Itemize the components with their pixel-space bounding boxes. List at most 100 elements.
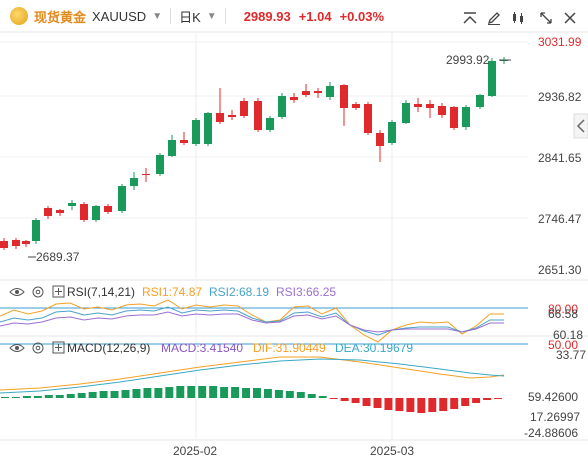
period-chevron-down-icon[interactable]: ▼: [206, 10, 217, 22]
macd-bar: [33, 396, 42, 398]
symbol-code[interactable]: XAUUSD: [92, 8, 147, 24]
macd-bar: [494, 398, 502, 399]
dea-line: [0, 358, 505, 394]
macd-bar: [340, 398, 349, 401]
candle-body: [228, 115, 236, 117]
macd-title: MACD(12,26,9): [67, 341, 150, 355]
rsi-axis-tick: 60.18: [553, 328, 583, 342]
candle-body: [56, 210, 64, 213]
expand-icon[interactable]: [52, 341, 65, 354]
fullscreen-icon[interactable]: [536, 8, 556, 28]
macd-bar: [88, 392, 97, 398]
candle-body: [476, 95, 484, 107]
side-panel-toggle[interactable]: [573, 113, 588, 139]
macd-axis-tick: 17.26997: [530, 410, 580, 424]
candle-body: [488, 61, 496, 96]
settings-icon[interactable]: [32, 342, 44, 354]
candle-body: [180, 140, 188, 143]
macd-bar: [351, 398, 360, 403]
candle-body: [254, 101, 262, 130]
macd-bar: [450, 398, 459, 409]
macd-bar: [1, 397, 9, 398]
macd-bar: [110, 391, 119, 398]
macd-bar: [428, 398, 437, 412]
dea-value: DEA:30.19679: [335, 341, 413, 355]
minimize-icon[interactable]: [460, 8, 480, 28]
macd-bar: [11, 397, 20, 398]
macd-bar: [274, 390, 283, 398]
divider: [224, 8, 226, 24]
symbol-name[interactable]: 现货黄金: [34, 9, 87, 25]
period-selector[interactable]: 日K: [179, 9, 201, 25]
price-axis-tick: 3031.99: [538, 35, 582, 49]
high-price-label: 2993.92: [446, 53, 490, 67]
macd-bar: [483, 398, 492, 400]
candle-body: [168, 140, 176, 156]
divider: [170, 8, 172, 24]
gold-coin-icon: [10, 7, 28, 25]
macd-bar: [154, 388, 163, 398]
time-axis-tick: 2025-02: [173, 444, 217, 458]
rsi3-line: [0, 311, 504, 333]
candle-body: [156, 155, 164, 174]
eye-icon[interactable]: [9, 344, 25, 352]
dif-line: [0, 356, 505, 391]
candle-body: [302, 91, 310, 95]
price-axis-tick: 2746.47: [538, 212, 582, 226]
candle-body: [104, 206, 112, 212]
candle-body: [142, 174, 150, 175]
macd-bar: [165, 387, 174, 398]
macd-bar: [296, 392, 305, 398]
settings-icon[interactable]: [32, 286, 44, 298]
macd-bar: [198, 386, 207, 398]
macd-bar: [242, 388, 250, 398]
macd-bar: [66, 394, 75, 398]
candle-body: [216, 113, 224, 122]
candle-body: [414, 104, 422, 107]
candle-body: [118, 186, 126, 211]
rsi-axis-tick: 80.00: [548, 302, 578, 316]
candle-body: [278, 96, 286, 117]
candlestick-series: [0, 57, 508, 250]
macd-panel: MACD(12,26,9) MACD:3.41540 DIF:31.90449 …: [0, 341, 580, 440]
candle-body: [326, 86, 334, 97]
expand-icon[interactable]: [52, 285, 65, 298]
macd-bar: [253, 388, 261, 398]
chevron-down-icon[interactable]: ▼: [152, 10, 163, 22]
macd-bar: [77, 393, 86, 398]
candle-body: [438, 106, 446, 115]
candle-body: [462, 107, 470, 127]
candle-body: [22, 241, 30, 244]
close-icon[interactable]: [560, 8, 580, 28]
time-axis-tick: 2025-03: [370, 444, 414, 458]
candle-body: [68, 203, 76, 206]
eye-icon[interactable]: [9, 288, 25, 296]
price-change: +1.04: [298, 8, 332, 24]
macd-bar: [439, 398, 448, 411]
candle-body: [376, 133, 384, 146]
rsi3-value: RSI3:66.25: [276, 285, 336, 299]
candle-body: [266, 118, 274, 130]
macd-bar: [395, 398, 404, 411]
macd-bar: [99, 391, 108, 398]
candle-body: [290, 97, 298, 100]
last-price: 2989.93: [243, 8, 291, 24]
candle-body: [92, 206, 100, 220]
candle-body: [314, 91, 322, 93]
rsi-title: RSI(7,14,21): [67, 285, 135, 299]
macd-bar: [362, 398, 371, 406]
chevron-left-icon[interactable]: [576, 119, 585, 133]
macd-axis-tick: 59.42600: [528, 390, 578, 404]
macd-bar: [176, 386, 185, 398]
candle-body: [402, 103, 410, 123]
macd-bar: [209, 386, 218, 398]
rsi-axis-tick: 33.77: [556, 348, 586, 362]
candle-body: [130, 178, 138, 186]
candle-body: [80, 204, 88, 220]
macd-bar: [472, 398, 481, 403]
candle-type-icon[interactable]: [508, 8, 528, 28]
low-price-label: 2689.37: [36, 250, 80, 264]
macd-bar: [132, 389, 141, 398]
draw-icon[interactable]: [484, 8, 504, 28]
